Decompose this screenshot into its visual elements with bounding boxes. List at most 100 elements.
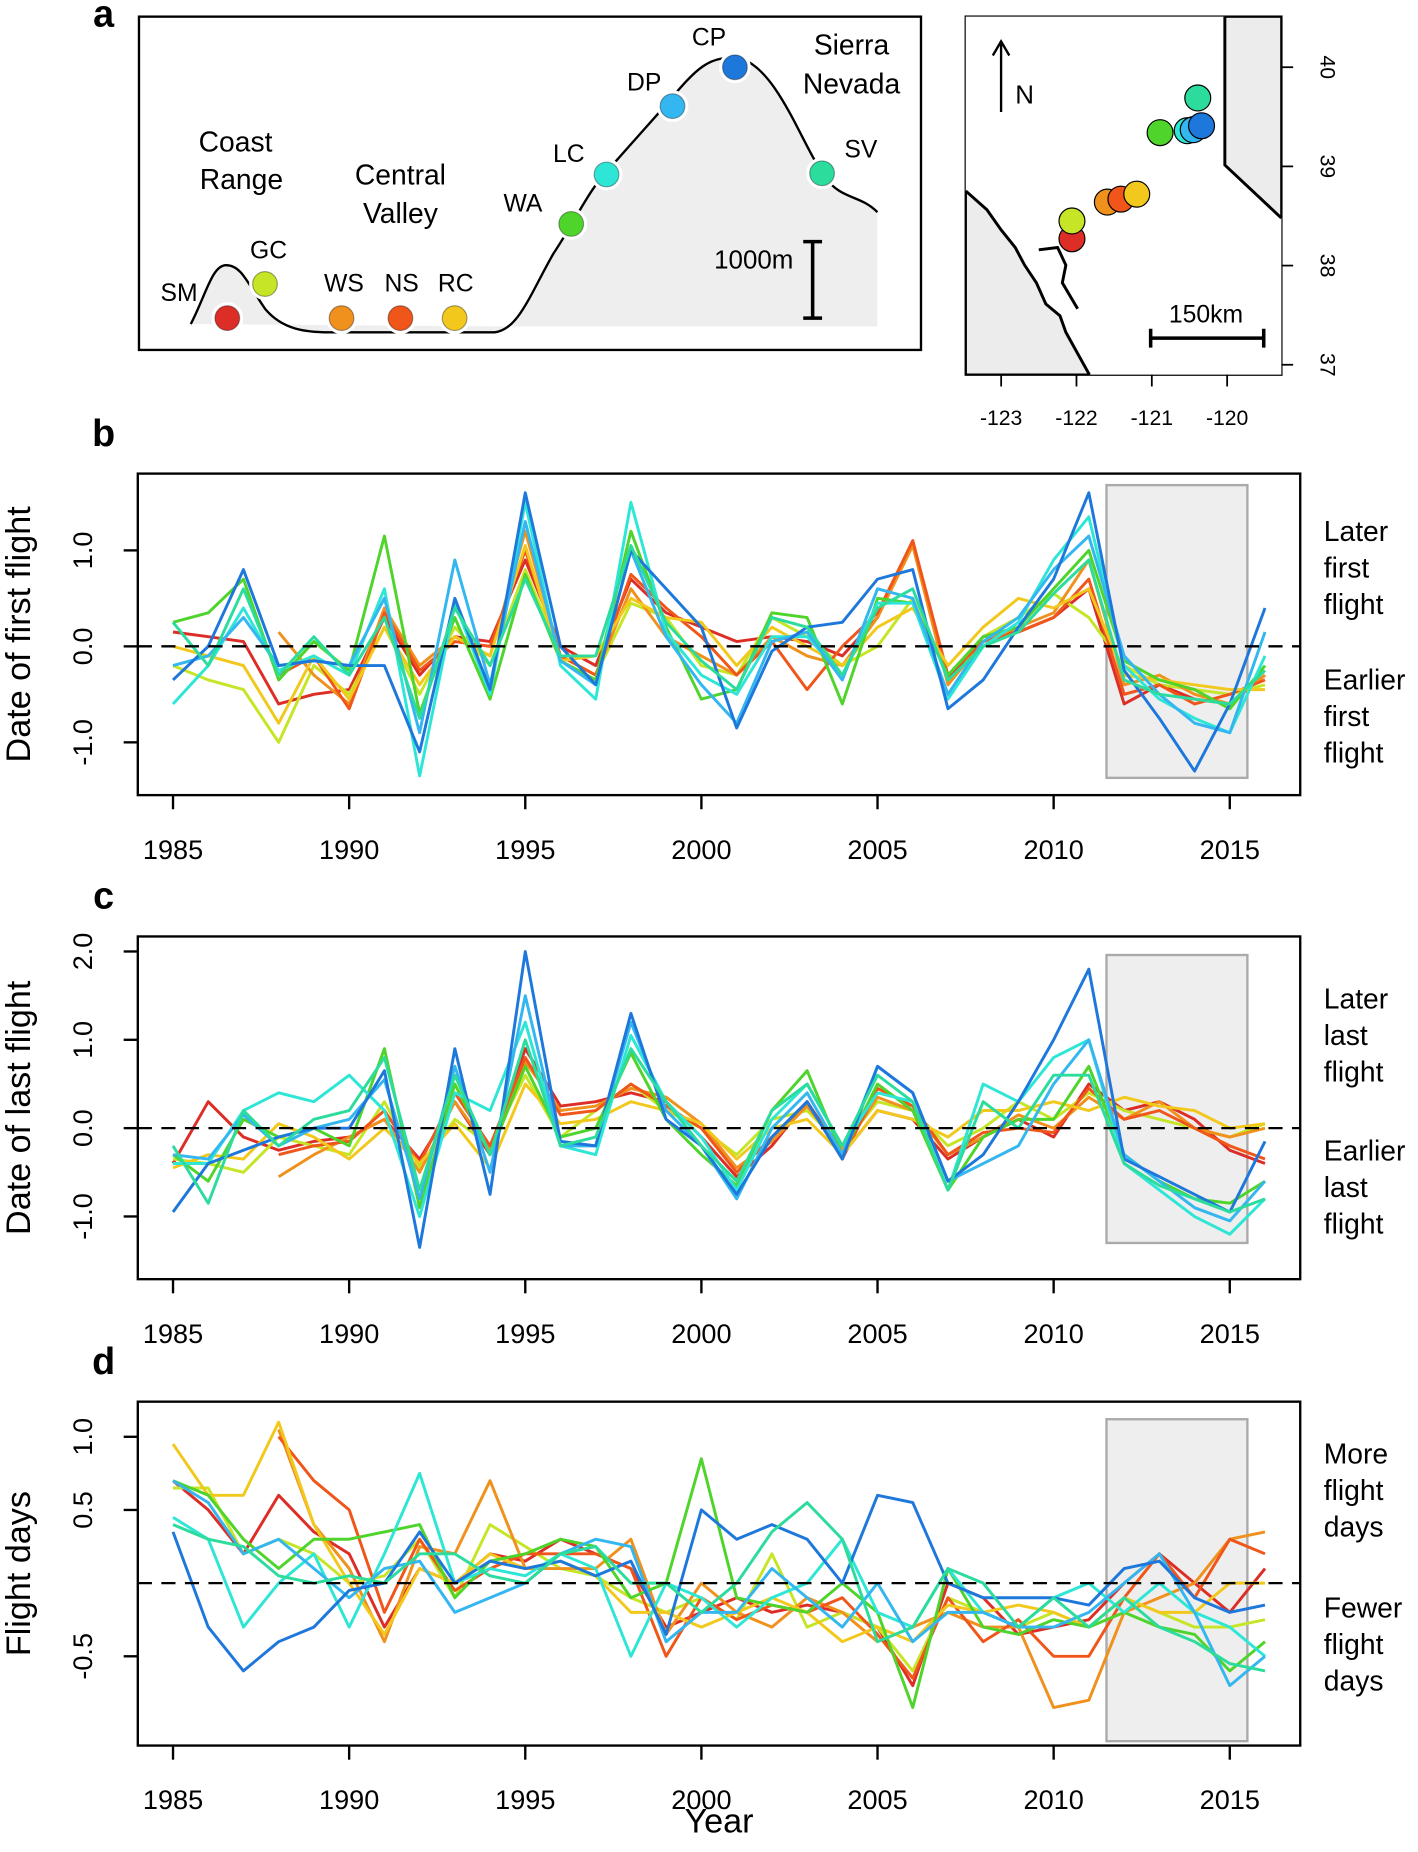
x-tick-label: 2005 [847,834,907,865]
site-label: SV [844,136,877,163]
region-label: Nevada [803,68,901,100]
x-tick-label: 2000 [671,1784,731,1815]
y-axis-label: Date of first flight [0,506,38,763]
panel-letter: d [92,1340,115,1382]
series-line [172,1479,1266,1688]
map-outline [964,16,1283,376]
site-marker-outline [593,161,620,188]
site-marker-outline [441,305,468,332]
site-label: DP [627,69,661,96]
x-tick-label: 1995 [495,1784,555,1815]
side-annotation: last [1324,1171,1368,1203]
x-tick-label: 2010 [1024,1318,1084,1349]
region-label: Range [200,163,283,195]
plot-frame [136,1400,1302,1747]
site-marker [249,268,281,300]
panel-letter: b [92,412,115,454]
site-marker [806,157,838,190]
site-marker-outline [328,305,355,332]
series-line [172,1501,1266,1673]
site-marker-outline [558,210,585,237]
x-tick-label: 1990 [319,1318,379,1349]
side-annotation: flight [1324,1056,1384,1088]
x-tick-label: 1995 [495,1318,555,1349]
plot-frame [136,935,1302,1281]
region-label: Sierra [814,29,890,61]
scale-bar [803,239,823,320]
panel-letter: c [93,875,114,917]
x-tick-label: 2015 [1200,1784,1260,1815]
site-point [1058,207,1086,235]
series-line [172,520,1267,735]
y-tick-label: 0.0 [67,1109,98,1147]
profile-fill [190,57,878,333]
side-annotation: flight [1324,1474,1384,1506]
site-label: NS [384,271,418,298]
side-annotation: flight [1324,737,1384,769]
panel-letter: a [93,0,115,35]
side-annotation: More [1324,1437,1388,1469]
site-marker-outline [721,54,748,81]
side-annotation: flight [1324,588,1384,620]
series-line [172,529,1267,715]
side-annotation: Later [1324,983,1388,1015]
site-marker [555,208,588,240]
side-annotation: Fewer [1324,1592,1403,1624]
y-axis-label: Flight days [0,1491,38,1656]
y-tick-label: 37 [1316,353,1339,377]
side-annotation: flight [1324,1208,1384,1240]
x-axis-label: Year [685,1802,754,1840]
site-marker [384,302,417,335]
side-annotation: days [1324,1510,1384,1542]
side-annotation: first [1324,700,1370,732]
y-tick-label: -0.5 [67,1633,98,1680]
x-tick-label: 2000 [671,834,731,865]
x-tick-label: 1985 [143,834,203,865]
shaded-period [1105,483,1249,780]
site-marker [656,90,689,123]
site-marker [325,302,358,335]
site-marker-outline [659,93,686,120]
series-line [172,568,1266,744]
plot-frame [136,472,1302,797]
y-tick-label: 38 [1316,254,1339,278]
x-tick-label: 2015 [1200,1318,1260,1349]
region-label: Coast [199,125,273,157]
x-tick-label: 1990 [319,1784,379,1815]
x-tick-label: 2010 [1024,1784,1084,1815]
y-tick-label: 1.0 [67,1418,98,1456]
x-tick-label: 2015 [1200,834,1260,865]
north-arrow [991,39,1011,113]
side-annotation: days [1324,1665,1384,1697]
site-point [1123,180,1151,208]
series-line [171,1493,1266,1673]
side-annotation: Earlier [1324,1135,1406,1167]
x-tick-label: 1985 [143,1784,203,1815]
site-marker-outline [387,305,414,332]
y-tick-label: 2.0 [67,933,98,971]
x-tick-label: -121 [1131,407,1173,430]
series-line [171,950,1267,1249]
side-annotation: flight [1324,1628,1384,1660]
y-tick-label: -1.0 [67,1193,98,1240]
site-marker [590,158,623,191]
site-label: SM [160,280,197,307]
x-tick-label: -122 [1055,407,1097,430]
y-tick-label: 40 [1316,55,1339,79]
x-tick-label: 2010 [1024,834,1084,865]
site-marker-outline [214,305,241,332]
region-label: Valley [363,197,439,229]
y-tick-label: 1.0 [67,1021,98,1059]
side-annotation: first [1324,552,1370,584]
site-label: GC [250,238,287,265]
series-line [171,500,1267,778]
site-marker [211,302,244,335]
x-tick-label: 1990 [319,834,379,865]
side-annotation: Earlier [1324,664,1406,696]
side-annotation: last [1324,1019,1368,1051]
site-label: WA [503,191,542,218]
site-label: CP [692,25,726,52]
site-point [1184,84,1212,112]
series-line [172,1082,1266,1170]
x-tick-label: 2005 [847,1784,907,1815]
